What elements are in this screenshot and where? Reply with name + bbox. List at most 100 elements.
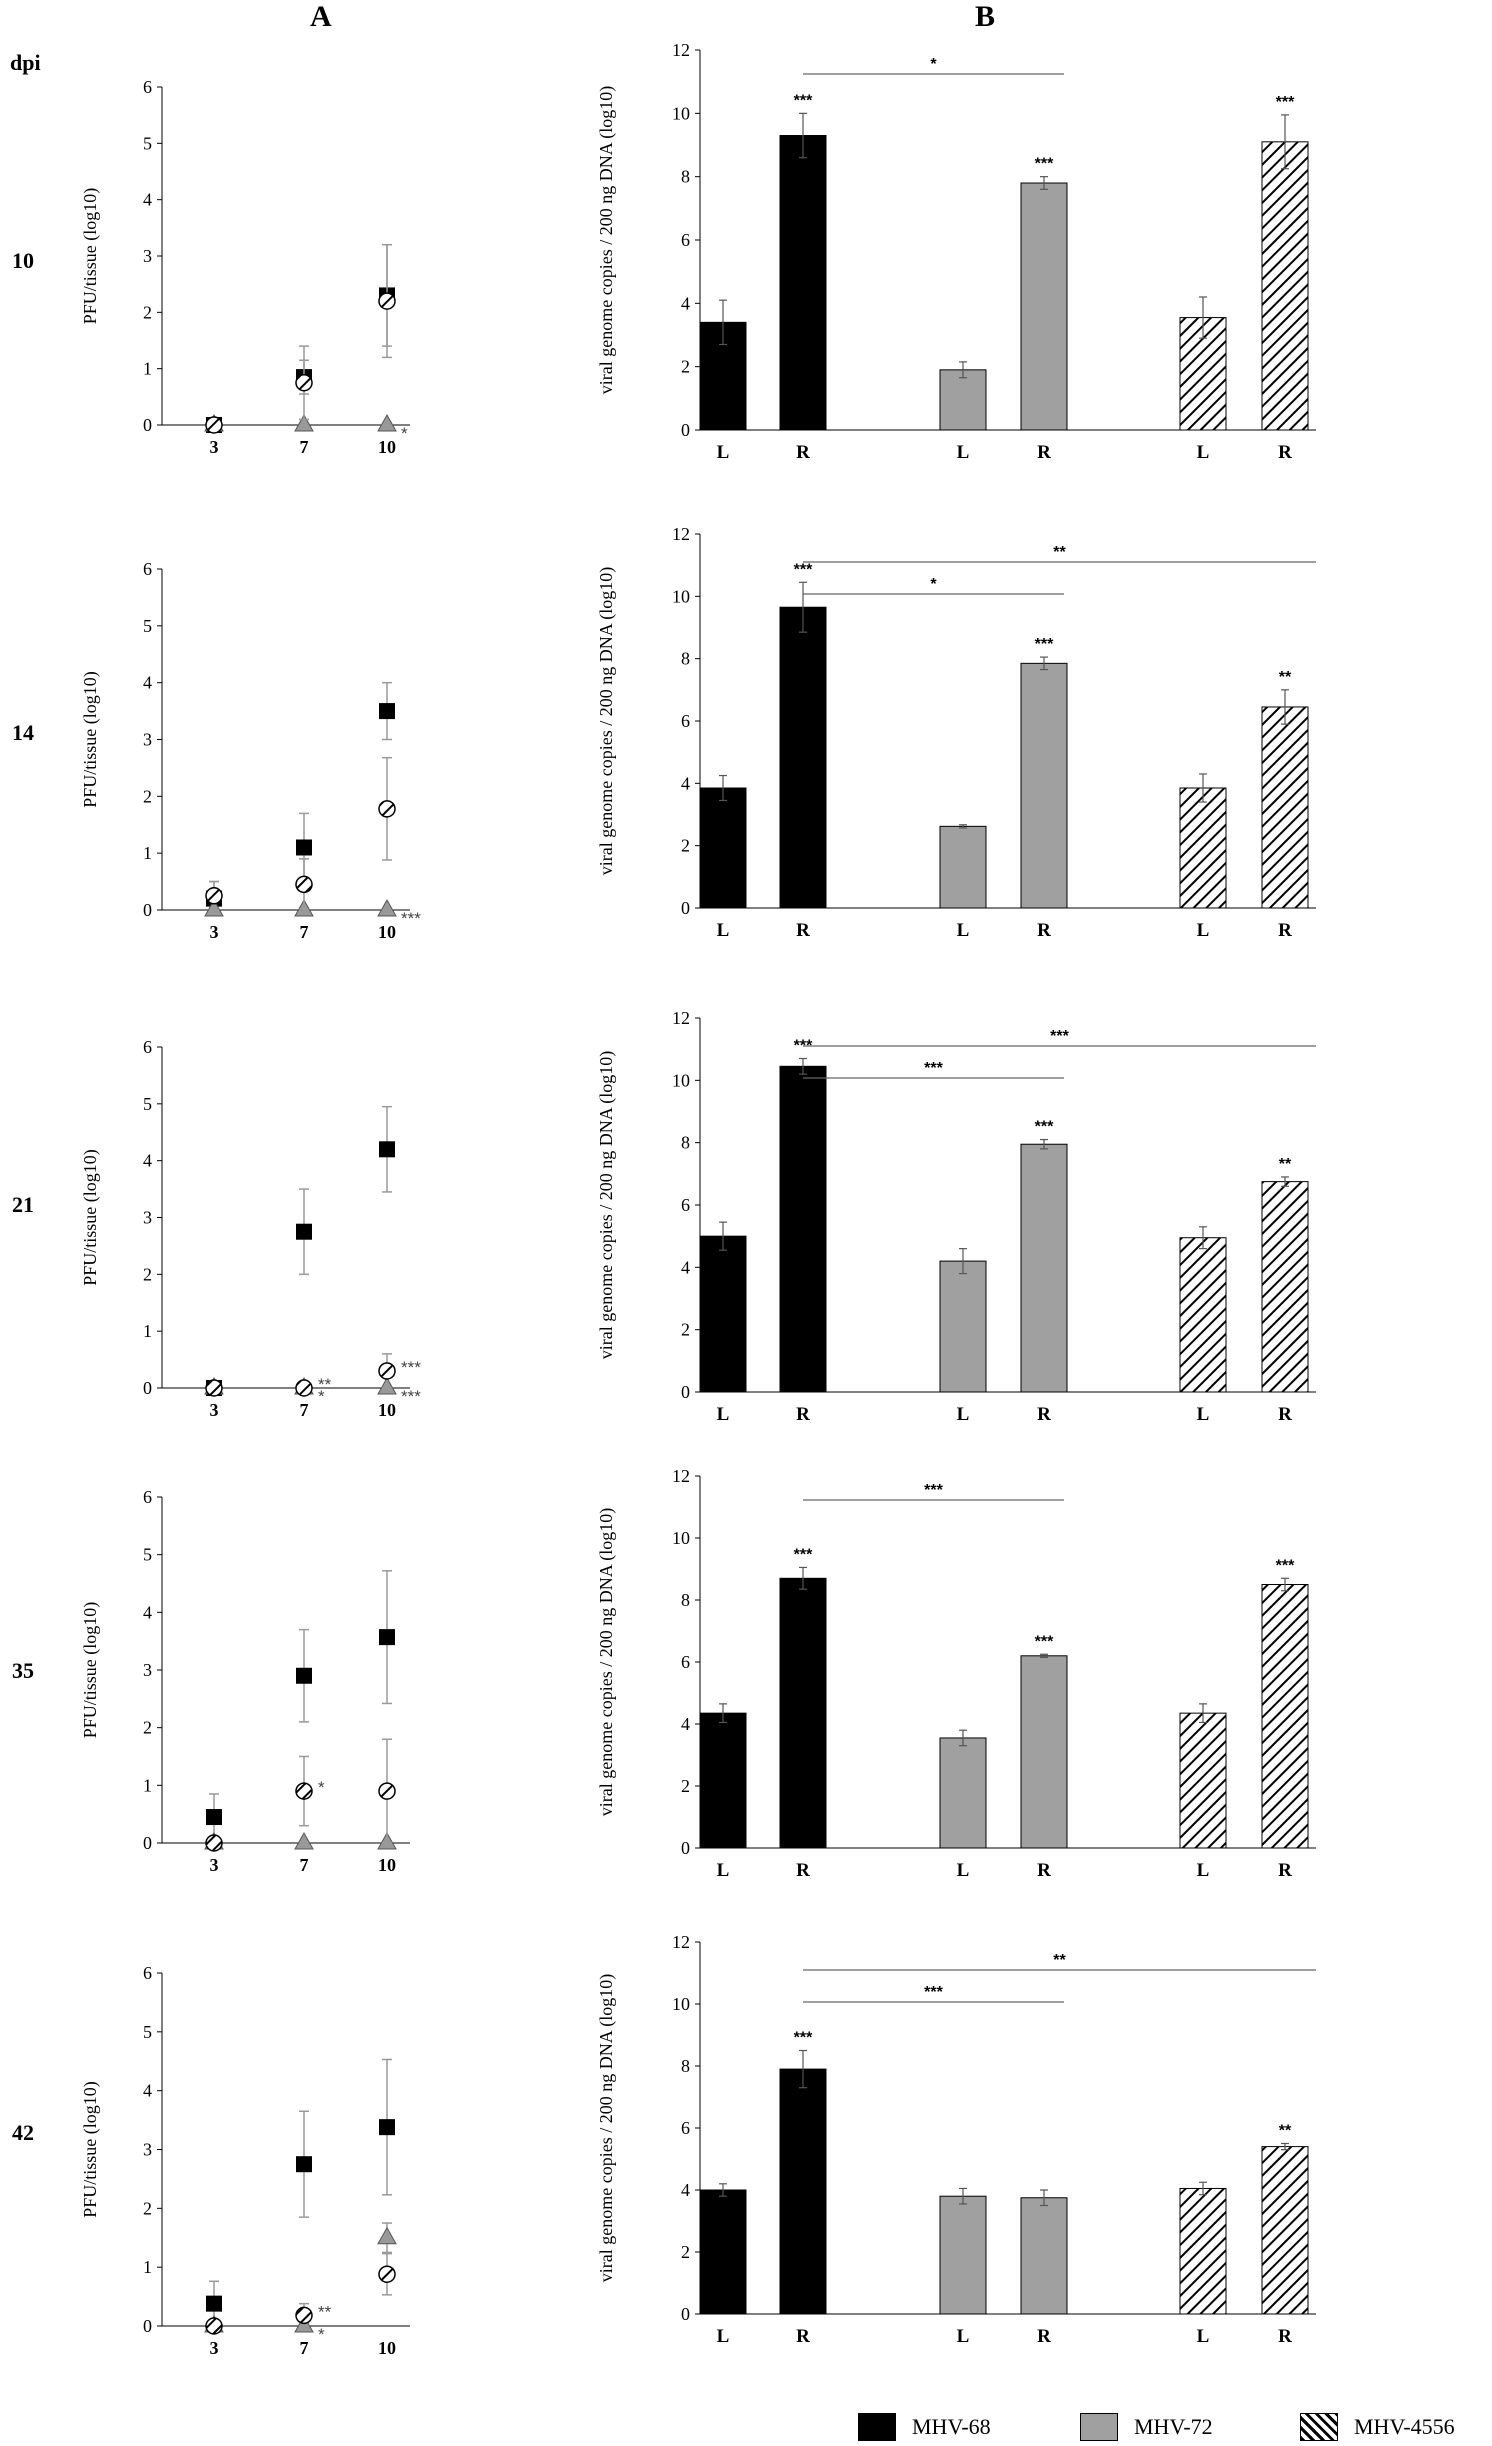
- a21-point-mhv-68: [379, 1141, 395, 1158]
- legend-swatch-mhv4556: [1300, 2413, 1338, 2441]
- a21-ytick-label: 6: [143, 1037, 152, 1057]
- a10-xtick-label: 3: [210, 437, 219, 457]
- b35-ytick-label: 12: [672, 1466, 690, 1486]
- b35-ytick-label: 6: [681, 1652, 690, 1672]
- row-label-21: 21: [12, 1192, 34, 1217]
- row-label-10: 10: [12, 248, 34, 273]
- b14-bar: [1179, 787, 1227, 909]
- b10-ytick-label: 12: [672, 40, 690, 60]
- a14-point-mhv-72: [377, 898, 397, 917]
- legend-swatch-mhv68: [858, 2413, 896, 2441]
- b35-bar: [1179, 1712, 1227, 1849]
- a21-xtick-label: 7: [300, 1400, 309, 1420]
- b14-bar-significance: ***: [1035, 636, 1054, 653]
- b14-ytick-label: 4: [681, 773, 690, 793]
- b42-bar: [699, 2189, 747, 2315]
- a42-significance: **: [318, 2302, 332, 2321]
- b42-xtick-label: R: [1278, 2326, 1292, 2347]
- a42-point-mhv-72: [377, 2226, 397, 2245]
- a10-xtick-label: 7: [300, 437, 309, 457]
- b35-ylabel: viral genome copies / 200 ng DNA (log10): [596, 1508, 617, 1816]
- b21-ytick-label: 10: [672, 1070, 690, 1090]
- b21-bar: [1261, 1181, 1309, 1393]
- legend-label-mhv72: MHV-72: [1134, 2414, 1213, 2439]
- a14-xtick-label: 10: [378, 922, 396, 942]
- a10-xtick-label: 10: [378, 437, 396, 457]
- b14-xtick-label: L: [1197, 920, 1210, 941]
- a10-ytick-label: 1: [143, 359, 152, 379]
- b14-ytick-label: 10: [672, 586, 690, 606]
- b35-comparison-significance: ***: [924, 1482, 943, 1499]
- b14-bar: [1020, 662, 1068, 909]
- legend-mhv72: MHV-72: [1080, 2413, 1213, 2441]
- a35-significance: *: [318, 1778, 325, 1797]
- a42-point-mhv-68: [379, 2119, 395, 2136]
- a21-ytick-label: 4: [143, 1151, 152, 1171]
- b21-ytick-label: 6: [681, 1195, 690, 1215]
- b35-xtick-label: R: [1278, 1860, 1292, 1881]
- a10-ytick-label: 0: [143, 415, 152, 435]
- b14-ytick-label: 0: [681, 898, 690, 918]
- b42-ytick-label: 2: [681, 2242, 690, 2262]
- b21-bar-significance: ***: [1035, 1119, 1054, 1136]
- b10-bar: [1261, 141, 1309, 431]
- b42-xtick-label: R: [796, 2326, 810, 2347]
- a14-ytick-label: 6: [143, 559, 152, 579]
- a10-significance: *: [401, 424, 408, 443]
- b14-comparison-significance: *: [930, 576, 937, 593]
- b42-ytick-label: 12: [672, 1932, 690, 1952]
- row-label-14: 14: [12, 720, 34, 745]
- a10-point-mhv-4556: [295, 374, 313, 392]
- a42-ytick-label: 2: [143, 2198, 152, 2218]
- a21-significance: *: [318, 1387, 325, 1406]
- a35-ytick-label: 5: [143, 1545, 152, 1565]
- b35-bar-significance: ***: [794, 1546, 813, 1563]
- b35-xtick-label: L: [717, 1860, 730, 1881]
- b10-xtick-label: L: [957, 442, 970, 463]
- panel-b-header: B: [975, 0, 996, 33]
- b21-xtick-label: L: [1197, 1404, 1210, 1425]
- a35-xtick-label: 3: [210, 1855, 219, 1875]
- b21-ytick-label: 8: [681, 1133, 690, 1153]
- a10-ylabel: PFU/tissue (log10): [80, 188, 101, 325]
- b35-xtick-label: R: [796, 1860, 810, 1881]
- a35-point-mhv-4556: [378, 1782, 396, 1800]
- b21-bar: [699, 1235, 747, 1393]
- a10-point-mhv-72: [294, 413, 314, 432]
- b14-bar: [939, 825, 987, 909]
- b35-xtick-label: L: [957, 1860, 970, 1881]
- b42-bar: [939, 2195, 987, 2315]
- a14-ytick-label: 5: [143, 616, 152, 636]
- b10-bar: [939, 369, 987, 431]
- b10-xtick-label: R: [796, 442, 810, 463]
- b10-bar: [1020, 182, 1068, 431]
- a42-ylabel: PFU/tissue (log10): [80, 2081, 101, 2218]
- b10-comparison-significance: *: [930, 56, 937, 73]
- legend-label-mhv68: MHV-68: [912, 2414, 991, 2439]
- legend-swatch-mhv72: [1080, 2413, 1118, 2441]
- b42-ytick-label: 8: [681, 2056, 690, 2076]
- b35-bar: [1261, 1584, 1309, 1849]
- b35-bar-significance: ***: [1276, 1557, 1295, 1574]
- b35-ytick-label: 0: [681, 1838, 690, 1858]
- a14-point-mhv-4556: [205, 887, 223, 905]
- b14-bar-significance: ***: [794, 561, 813, 578]
- b21-xtick-label: L: [717, 1404, 730, 1425]
- a35-point-mhv-4556: [205, 1834, 223, 1852]
- a42-point-mhv-4556: [378, 2265, 396, 2283]
- b21-ytick-label: 0: [681, 1382, 690, 1402]
- a42-ytick-label: 3: [143, 2140, 152, 2160]
- a42-ytick-label: 4: [143, 2081, 152, 2101]
- b10-bar-significance: ***: [1035, 156, 1054, 173]
- b35-bar: [699, 1712, 747, 1849]
- b10-ylabel: viral genome copies / 200 ng DNA (log10): [596, 86, 617, 394]
- b42-bar: [1179, 2187, 1227, 2315]
- legend-mhv4556: MHV-4556: [1300, 2413, 1455, 2441]
- a10-ytick-label: 2: [143, 302, 152, 322]
- row-label-42: 42: [12, 2120, 34, 2145]
- a21-ytick-label: 3: [143, 1208, 152, 1228]
- a21-point-mhv-4556: [378, 1362, 396, 1380]
- b10-ytick-label: 2: [681, 357, 690, 377]
- b42-ytick-label: 6: [681, 2118, 690, 2138]
- a21-point-mhv-4556: [295, 1379, 313, 1397]
